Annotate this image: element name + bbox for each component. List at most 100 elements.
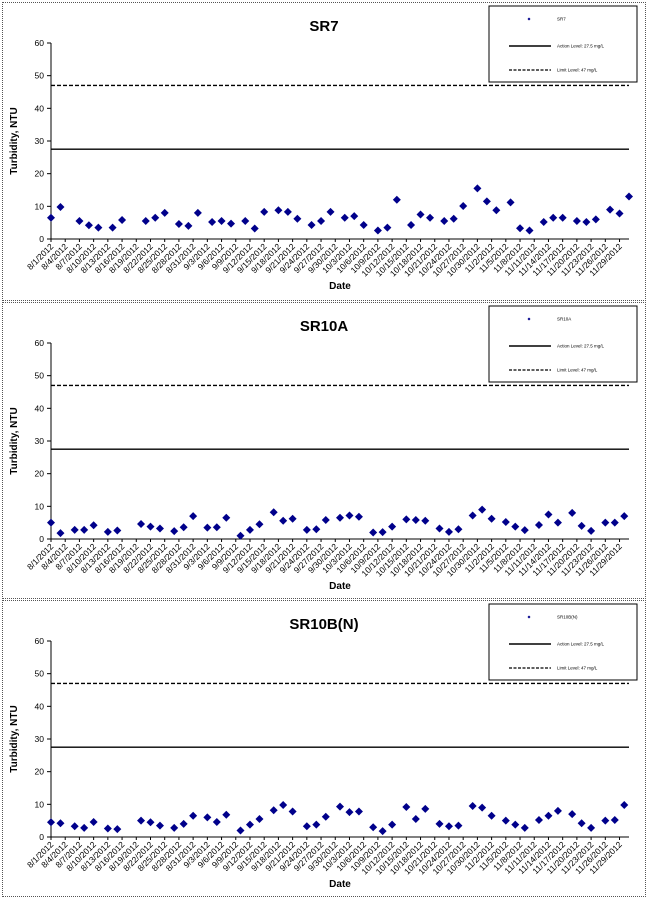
data-point [582,218,591,227]
data-point [511,820,520,829]
data-point [236,826,245,835]
data-point [369,528,378,537]
data-point [302,822,311,831]
y-tick-label: 40 [35,103,45,113]
data-point [170,527,179,536]
data-point [212,523,221,532]
data-point [426,213,435,222]
data-point [388,820,397,829]
data-point [359,220,368,229]
data-point [108,223,117,232]
data-point [568,508,577,517]
data-point [525,226,534,235]
data-point [227,219,236,228]
chart-sr10a: SR10A01020304050608/1/20128/4/20128/7/20… [9,305,638,592]
data-point [293,214,302,223]
data-point [539,218,548,227]
legend: SR10B(N) Action Level: 27.5 mg/L Limit Lev… [488,603,638,681]
data-point [492,206,501,215]
chart-panel-sr7: SR7 0 10 20 30 40 50 60 8/1/2012 8/4/2012 8/7/2012… [2,2,646,301]
data-point [444,527,453,536]
data-point [146,522,155,531]
data-point [274,206,283,215]
data-point [354,807,363,816]
data-point [449,214,458,223]
legend-marker-series [527,317,531,321]
data-point [378,528,387,537]
data-point [255,520,264,529]
y-tick-label: 0 [39,534,44,544]
data-point [388,522,397,531]
data-point [47,213,55,222]
data-point [189,512,198,521]
data-point [336,513,344,522]
data-point [402,515,411,524]
data-point [212,817,221,826]
data-point [487,811,496,820]
data-point [392,195,401,204]
data-point [553,518,562,527]
data-point [459,202,468,211]
x-axis-label: Date [329,281,351,292]
y-axis-label: Turbidity, NTU [9,705,20,772]
data-point [288,807,297,816]
x-axis-label: Date [329,879,351,890]
data-point [222,810,231,819]
data-point [89,817,98,826]
chart-panel-sr10a: SR10A 0 10 20 30 40 50 60 8/1/2012 8/4/2012 8/7/20… [2,302,646,599]
data-point [345,808,354,817]
data-point [534,520,543,529]
y-tick-label: 10 [35,201,45,211]
data-point [236,531,245,540]
data-point [501,816,510,825]
data-point [416,210,425,219]
data-point [534,816,543,825]
data-point [203,523,212,532]
data-point [558,213,567,222]
data-point [411,516,420,525]
data-point [279,516,288,525]
data-point [444,822,453,831]
data-point [454,821,463,830]
data-point [302,525,311,534]
data-point [577,521,586,530]
legend-entry-label: SR10B(N) [557,615,578,620]
data-point [587,823,596,832]
data-point [137,519,146,528]
data-point [113,825,122,834]
data-point [241,217,250,226]
data-point [473,184,482,193]
y-tick-label: 50 [35,669,45,679]
data-point [625,192,633,201]
data-point [189,811,198,820]
data-point [454,525,463,534]
y-tick-label: 20 [35,169,45,179]
data-point [312,525,321,534]
data-point [89,521,98,530]
data-point [250,224,259,233]
y-tick-label: 0 [39,234,44,244]
data-point [321,516,330,525]
data-point [80,525,89,534]
y-tick-label: 30 [35,136,45,146]
data-point [160,208,169,217]
chart-title: SR10A [300,318,349,335]
data-point [345,511,354,520]
legend-entry-label: Limit Level: 47 mg/L [557,68,598,73]
y-tick-label: 50 [35,371,45,381]
y-tick-label: 10 [35,501,45,511]
data-point [620,800,629,809]
y-tick-label: 40 [35,403,45,413]
data-point [615,209,624,218]
legend-marker-series [527,17,531,21]
data-point [407,220,416,229]
data-point [118,216,127,225]
data-point [146,818,155,827]
legend-box [488,603,638,681]
data-point [610,518,619,527]
data-point [217,217,226,226]
data-point [421,804,430,813]
data-point [516,224,525,233]
data-point [520,823,529,832]
